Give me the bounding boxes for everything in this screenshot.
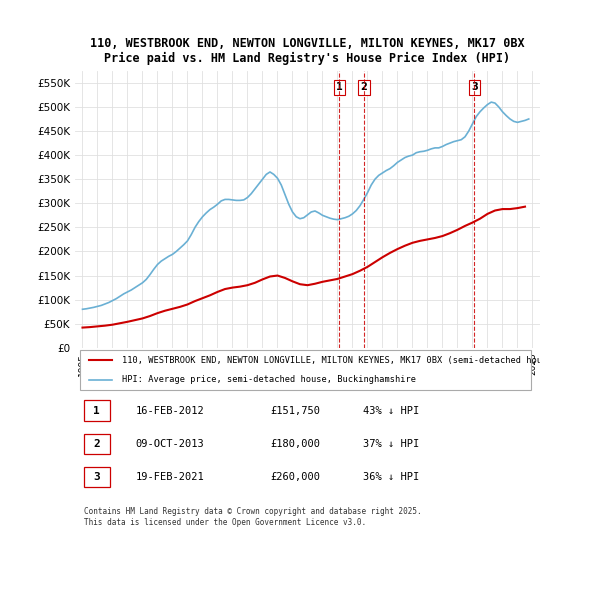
Text: Contains HM Land Registry data © Crown copyright and database right 2025.
This d: Contains HM Land Registry data © Crown c… (84, 507, 422, 527)
Text: £180,000: £180,000 (270, 439, 320, 449)
FancyBboxPatch shape (84, 467, 110, 487)
FancyBboxPatch shape (84, 401, 110, 421)
Text: 2: 2 (94, 439, 100, 449)
Text: 1: 1 (94, 406, 100, 416)
FancyBboxPatch shape (80, 350, 531, 390)
Text: HPI: Average price, semi-detached house, Buckinghamshire: HPI: Average price, semi-detached house,… (121, 375, 415, 384)
Text: 2: 2 (361, 83, 367, 93)
Text: 16-FEB-2012: 16-FEB-2012 (136, 406, 204, 416)
Text: 43% ↓ HPI: 43% ↓ HPI (364, 406, 419, 416)
Text: 37% ↓ HPI: 37% ↓ HPI (364, 439, 419, 449)
Text: 1: 1 (336, 83, 343, 93)
Text: £260,000: £260,000 (270, 472, 320, 482)
Text: £151,750: £151,750 (270, 406, 320, 416)
Text: 110, WESTBROOK END, NEWTON LONGVILLE, MILTON KEYNES, MK17 0BX (semi-detached hou: 110, WESTBROOK END, NEWTON LONGVILLE, MI… (121, 356, 547, 365)
Text: 3: 3 (94, 472, 100, 482)
FancyBboxPatch shape (84, 434, 110, 454)
Text: 36% ↓ HPI: 36% ↓ HPI (364, 472, 419, 482)
Text: 3: 3 (471, 83, 478, 93)
Title: 110, WESTBROOK END, NEWTON LONGVILLE, MILTON KEYNES, MK17 0BX
Price paid vs. HM : 110, WESTBROOK END, NEWTON LONGVILLE, MI… (90, 37, 525, 65)
Text: 19-FEB-2021: 19-FEB-2021 (136, 472, 204, 482)
Text: 09-OCT-2013: 09-OCT-2013 (136, 439, 204, 449)
